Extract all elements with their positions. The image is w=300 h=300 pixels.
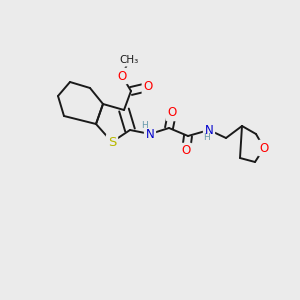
Text: O: O xyxy=(117,70,127,83)
Text: O: O xyxy=(182,145,190,158)
Text: O: O xyxy=(167,106,177,119)
Text: O: O xyxy=(260,142,268,154)
Text: H: H xyxy=(204,134,210,142)
Text: N: N xyxy=(146,128,154,140)
Text: H: H xyxy=(142,122,148,130)
Text: O: O xyxy=(143,80,153,94)
Text: CH₃: CH₃ xyxy=(119,55,139,65)
Text: S: S xyxy=(108,136,116,148)
Text: N: N xyxy=(205,124,213,136)
